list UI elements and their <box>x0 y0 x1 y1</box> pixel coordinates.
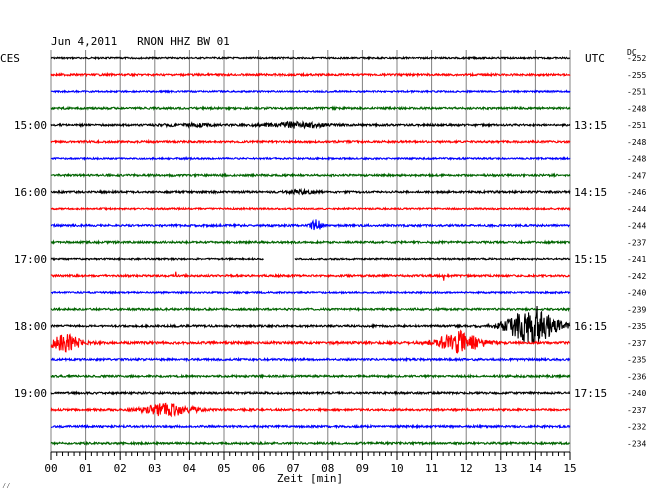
right-hour-labels: 13:15 14:15 15:15 16:15 17:15 <box>574 119 607 400</box>
dc-offset-label: -255 <box>627 71 646 80</box>
dc-offset-label: -248 <box>627 104 646 113</box>
dc-offset-label: -235 <box>627 356 646 365</box>
trace-line <box>50 172 571 179</box>
dc-offset-label: -251 <box>627 121 646 130</box>
trace-line <box>50 440 571 447</box>
trace-line <box>50 239 571 246</box>
dc-offset-label: -251 <box>627 88 646 97</box>
left-hour-label: 15:00 <box>14 119 47 132</box>
dc-offset-label: -244 <box>627 222 646 231</box>
trace-line <box>50 120 571 130</box>
trace-line <box>50 306 571 313</box>
trace-line <box>50 423 571 430</box>
trace-line <box>50 138 571 145</box>
x-tick-label: 03 <box>148 462 161 475</box>
right-hour-label: 14:15 <box>574 186 607 199</box>
x-tick-label: 00 <box>44 462 57 475</box>
x-tick-label: 10 <box>390 462 403 475</box>
dc-offset-label: -237 <box>627 238 646 247</box>
dc-offset-label: -252 <box>627 54 646 63</box>
left-hour-label: 16:00 <box>14 186 47 199</box>
right-hour-label: 15:15 <box>574 253 607 266</box>
dc-offset-label: -239 <box>627 305 646 314</box>
x-axis-title: Zeit [min] <box>277 472 343 485</box>
dc-offset-label: -246 <box>627 188 646 197</box>
trace-line <box>50 373 571 380</box>
left-hour-labels: 15:00 16:00 17:00 18:00 19:00 <box>14 119 47 400</box>
trace-line <box>50 105 571 112</box>
trace-line <box>50 156 571 161</box>
left-hour-label: 17:00 <box>14 253 47 266</box>
dc-offset-label: -248 <box>627 155 646 164</box>
dc-offset-label: -241 <box>627 255 646 264</box>
dc-offset-label: -234 <box>627 439 646 448</box>
x-tick-label: 02 <box>114 462 127 475</box>
trace-line <box>50 356 571 363</box>
x-tick-label: 07 <box>287 462 300 475</box>
dc-offset-label: -242 <box>627 272 646 281</box>
trace-line <box>50 187 571 196</box>
x-tick-label: 14 <box>529 462 543 475</box>
trace-line <box>50 89 571 95</box>
chart-title: Jun 4,2011 RNON HHZ BW 01 <box>51 35 230 48</box>
trace-line <box>50 390 571 397</box>
dc-offset-label: -240 <box>627 389 646 398</box>
dc-offset-label: -248 <box>627 138 646 147</box>
x-tick-label: 12 <box>460 462 473 475</box>
right-hour-label: 17:15 <box>574 387 607 400</box>
dc-offset-label: -236 <box>627 372 646 381</box>
trace-line <box>50 219 571 231</box>
dc-offset-label: -244 <box>627 205 646 214</box>
dc-offset-label: -235 <box>627 322 646 331</box>
trace-line <box>50 271 571 281</box>
x-tick-label: 15 <box>563 462 576 475</box>
right-hour-label: 13:15 <box>574 119 607 132</box>
trace-line <box>50 329 571 355</box>
left-hour-label: 18:00 <box>14 320 47 333</box>
dc-offset-label: -237 <box>627 339 646 348</box>
left-hour-label: 19:00 <box>14 387 47 400</box>
right-hour-label: 16:15 <box>574 320 607 333</box>
trace-line <box>50 402 571 418</box>
x-tick-label: 13 <box>494 462 507 475</box>
x-tick-label: 11 <box>425 462 438 475</box>
dc-offset-labels: -252 -255 -251 -248 -251 -248 -248 -247 -246 -244… <box>627 54 646 448</box>
x-tick-label: 06 <box>252 462 265 475</box>
x-tick-label: 09 <box>356 462 369 475</box>
right-timezone-label: UTC <box>585 52 605 65</box>
trace-line <box>50 55 571 61</box>
x-tick-label: 01 <box>79 462 92 475</box>
x-axis: 00 01 02 03 04 05 06 07 08 09 10 11 12 13 14 15 <box>44 451 577 475</box>
minute-grid <box>50 50 571 452</box>
trace-line <box>50 206 571 212</box>
x-tick-label: 04 <box>183 462 197 475</box>
seismic-traces <box>50 55 571 447</box>
dc-offset-label: -240 <box>627 289 646 298</box>
trace-line <box>50 305 571 344</box>
dc-offset-label: -232 <box>627 423 646 432</box>
trace-line <box>50 256 571 262</box>
dc-offset-label: -237 <box>627 406 646 415</box>
left-timezone-label: CES <box>0 52 20 65</box>
footer-mark: ⁄⁄ <box>2 482 10 490</box>
trace-line <box>50 71 571 78</box>
x-tick-label: 08 <box>321 462 334 475</box>
x-tick-label: 05 <box>217 462 230 475</box>
trace-line <box>50 290 571 295</box>
dc-header-label: DC <box>627 48 637 57</box>
dc-offset-label: -247 <box>627 171 646 180</box>
